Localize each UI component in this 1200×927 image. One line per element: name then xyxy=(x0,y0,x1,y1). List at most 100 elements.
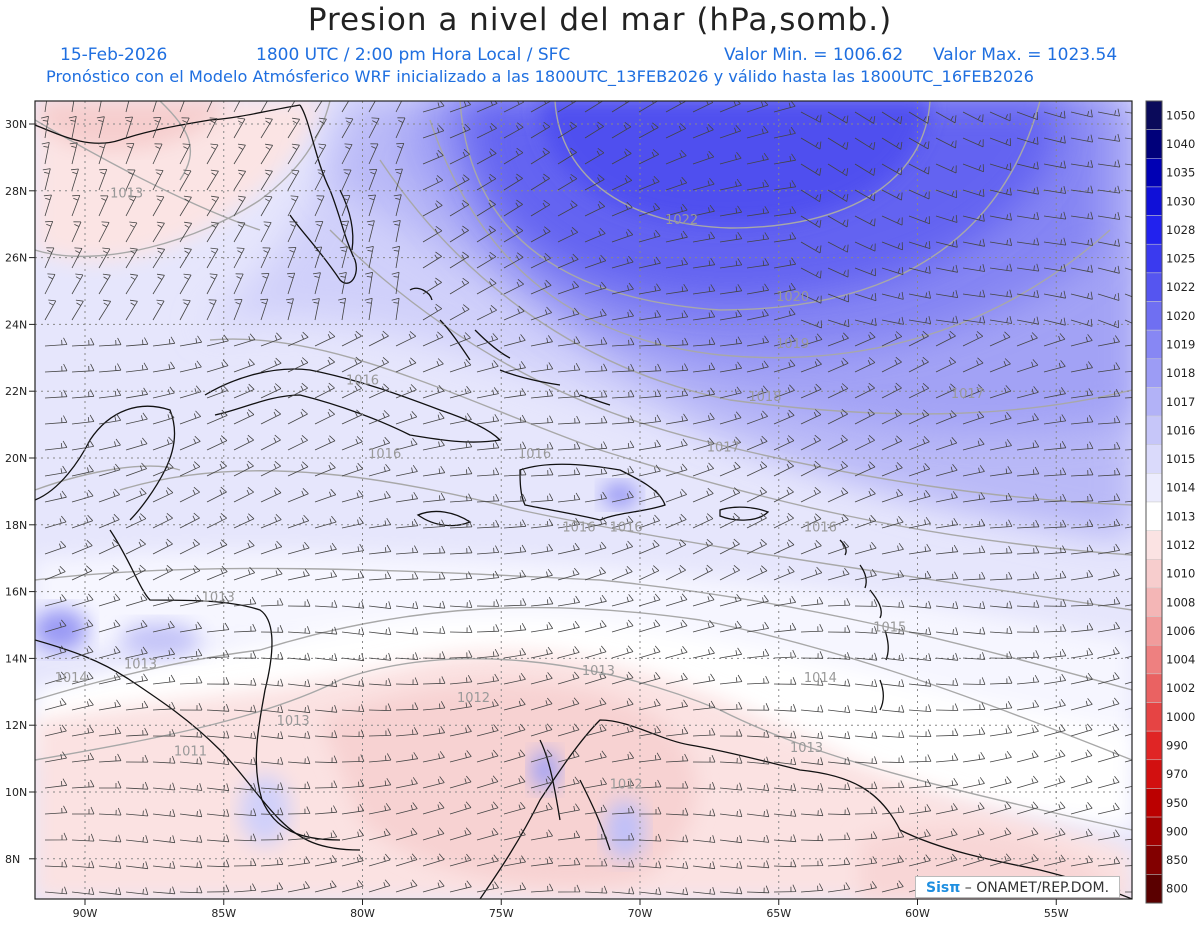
wind-barb xyxy=(1016,290,1040,298)
wind-barb xyxy=(341,101,350,113)
wind-barb xyxy=(881,111,903,125)
wind-barb xyxy=(881,382,902,399)
wind-barb xyxy=(665,257,689,269)
wind-barb xyxy=(449,724,472,737)
wind-barb xyxy=(449,413,472,425)
wind-barb xyxy=(584,389,608,399)
wind-barb xyxy=(449,801,472,815)
wind-barb xyxy=(98,413,122,425)
wind-barb xyxy=(908,729,932,737)
wind-barb xyxy=(1070,672,1093,685)
wind-barb xyxy=(692,487,714,503)
wind-barb xyxy=(773,808,797,817)
wind-barb xyxy=(638,439,662,451)
wind-barb xyxy=(665,619,688,633)
wind-barb xyxy=(665,753,689,763)
wind-barb xyxy=(314,880,337,893)
wind-barb xyxy=(773,595,797,607)
wind-barb xyxy=(773,884,797,893)
wind-barb xyxy=(854,514,877,529)
wind-barb xyxy=(611,490,634,503)
contour-labels: 1022 1020 1019 1018 1017 1017 1016 1016 1016 1016… xyxy=(55,186,984,792)
wind-barb xyxy=(338,297,346,321)
wind-barb xyxy=(692,538,713,555)
wind-barb xyxy=(1070,291,1093,300)
wind-barb xyxy=(422,251,442,269)
wind-barb xyxy=(260,195,273,217)
wind-barb xyxy=(449,386,472,399)
wind-barb xyxy=(1043,160,1066,169)
wind-barb xyxy=(746,860,770,869)
wind-barb xyxy=(422,676,446,685)
wind-barb xyxy=(1043,854,1066,867)
wind-barb xyxy=(584,804,608,815)
contour-label: 1011 xyxy=(174,744,207,759)
wind-barb xyxy=(557,147,577,165)
wind-barb xyxy=(368,778,392,789)
wind-barb xyxy=(152,436,174,451)
wind-barb xyxy=(341,356,362,373)
wind-barb xyxy=(692,727,716,737)
wind-barb xyxy=(233,677,257,686)
wind-barb xyxy=(719,620,742,633)
wind-barb xyxy=(1097,441,1121,451)
wind-barb xyxy=(206,834,230,843)
wind-barb xyxy=(746,152,769,165)
wind-barb xyxy=(638,619,661,633)
wind-barb xyxy=(1097,265,1120,274)
wind-barb xyxy=(827,460,848,477)
wind-barb xyxy=(368,169,378,191)
wind-barb xyxy=(638,539,660,555)
wind-barb xyxy=(557,776,580,789)
wind-barb xyxy=(1124,526,1132,529)
wind-barb xyxy=(287,679,311,687)
wind-barb xyxy=(72,806,95,815)
wind-barb xyxy=(233,513,255,529)
wind-barb xyxy=(233,273,244,295)
wind-barb xyxy=(908,627,932,635)
wind-barb xyxy=(908,189,930,200)
colorbar-swatch xyxy=(1145,673,1163,703)
wind-barb xyxy=(422,303,443,321)
wind-barb xyxy=(665,283,689,295)
wind-barb xyxy=(773,730,797,739)
wind-barb xyxy=(368,101,376,113)
wind-barb xyxy=(1043,211,1067,220)
wind-barb xyxy=(365,271,373,295)
wind-barb xyxy=(71,540,93,555)
wind-barb xyxy=(881,730,905,738)
contour-label: 1013 xyxy=(110,186,143,201)
wind-barb xyxy=(1124,111,1132,114)
wind-barb xyxy=(125,835,149,843)
wind-barb xyxy=(98,619,121,633)
wind-barb xyxy=(179,169,192,191)
colorbar-swatch xyxy=(1145,874,1163,904)
wind-barb xyxy=(854,599,878,607)
wind-barb xyxy=(854,652,878,661)
wind-barb xyxy=(1016,263,1040,272)
wind-barb xyxy=(260,882,284,893)
wind-barb xyxy=(1097,415,1121,425)
wind-barb xyxy=(989,651,1013,659)
wind-barb xyxy=(584,594,607,607)
wind-barb xyxy=(449,625,473,633)
wind-barb xyxy=(152,195,165,217)
wind-barb xyxy=(908,240,931,249)
wind-barb xyxy=(557,542,580,555)
wind-barb xyxy=(233,808,257,817)
wind-barb xyxy=(530,389,554,399)
wind-barb xyxy=(638,725,662,737)
wind-barb xyxy=(935,239,958,248)
wind-barb xyxy=(665,699,689,711)
wind-barb xyxy=(638,887,662,895)
wind-barb xyxy=(206,299,217,321)
coastlines xyxy=(35,104,1132,899)
wind-barb xyxy=(962,438,985,451)
wind-barb xyxy=(800,833,824,842)
wind-barb xyxy=(881,291,904,300)
wind-barb xyxy=(638,363,662,373)
wind-barb xyxy=(962,289,986,298)
wind-barb xyxy=(314,679,338,688)
wind-barb xyxy=(584,723,607,737)
wind-barb xyxy=(503,828,526,841)
